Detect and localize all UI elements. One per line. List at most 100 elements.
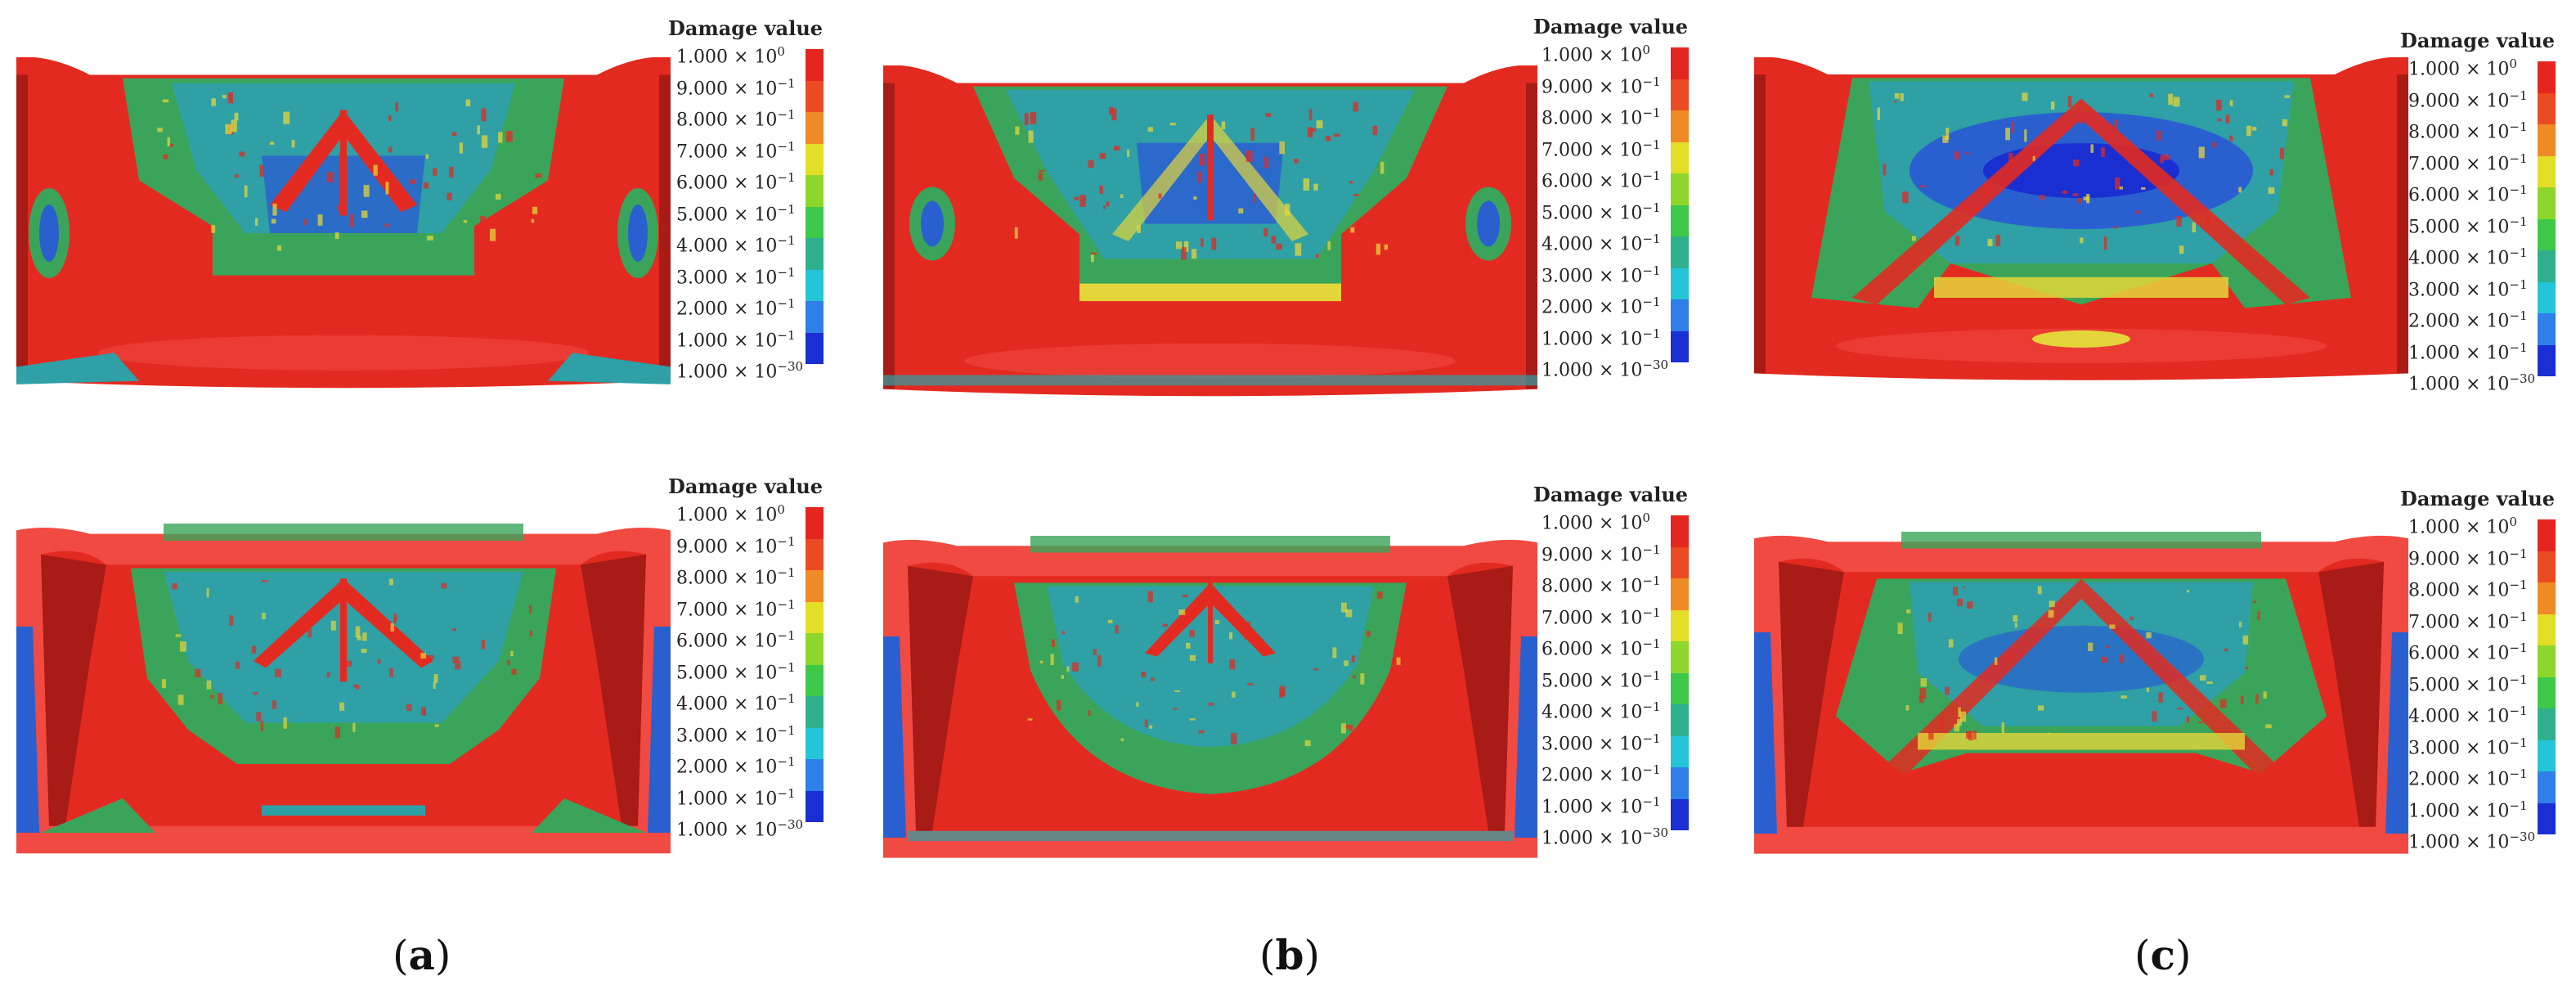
legend-tick-label: 4.000 × 10−1 — [676, 233, 796, 257]
damage-speckle — [179, 641, 186, 652]
damage-band-yellow — [1079, 283, 1341, 302]
damage-speckle — [1957, 598, 1963, 607]
damage-speckle — [1263, 227, 1268, 237]
part-highlight — [98, 335, 589, 371]
damage-speckle — [269, 142, 275, 145]
damage-speckle — [1939, 718, 1944, 730]
damage-speckle — [480, 215, 486, 226]
color-scale-step — [1671, 546, 1689, 578]
color-scale-step — [1671, 330, 1689, 362]
color-scale-step — [1671, 609, 1689, 641]
legend-tick-label: 1.000 × 100 — [1542, 43, 1650, 66]
legend-tick-label: 8.000 × 10−1 — [676, 565, 796, 589]
legend-title: Damage value — [2400, 487, 2556, 510]
color-scale-bar — [806, 49, 824, 364]
damage-speckle — [1162, 623, 1169, 627]
color-scale-step — [2538, 61, 2556, 93]
color-scale-step — [2538, 124, 2556, 156]
damage-speckle — [2114, 119, 2118, 132]
legend-tick-label: 7.000 × 10−1 — [2408, 151, 2528, 174]
damage-speckle — [163, 154, 168, 160]
damage-speckle — [2173, 97, 2180, 107]
damage-speckle — [229, 615, 234, 626]
color-scale-step — [2538, 771, 2556, 803]
damage-speckle — [2284, 95, 2291, 98]
damage-speckle — [283, 717, 287, 729]
damage-speckle — [1313, 183, 1318, 191]
damage-speckle — [1349, 724, 1353, 731]
legend-tick-label: 1.000 × 10−30 — [676, 817, 804, 841]
damage-speckle — [1897, 623, 1903, 635]
damage-speckle — [2186, 716, 2189, 723]
damage-region-teal — [1047, 586, 1374, 748]
damage-region-corner — [548, 353, 671, 384]
damage-speckle — [2198, 721, 2203, 724]
legend-tick-label: 3.000 × 10−1 — [2408, 276, 2528, 300]
legend-tick-label: 1.000 × 10−30 — [2408, 829, 2536, 853]
damage-speckle — [1144, 719, 1148, 727]
damage-crack-yellow — [1112, 115, 1308, 241]
legend-tick-label: 7.000 × 10−1 — [1542, 605, 1661, 628]
color-scale-step — [806, 507, 824, 539]
damage-speckle — [2005, 128, 2010, 141]
damage-speckle — [1228, 632, 1233, 640]
damage-speckle — [1221, 121, 1226, 130]
damage-speckle — [2245, 667, 2248, 670]
damage-contour-a-outer — [16, 57, 671, 389]
legend-title: Damage value — [1533, 15, 1689, 38]
color-scale-step — [2538, 740, 2556, 771]
color-scale-step — [806, 633, 824, 665]
damage-speckle — [498, 132, 503, 143]
damage-speckle — [1954, 236, 1960, 246]
damage-speckle — [1316, 120, 1323, 128]
damage-speckle — [1147, 127, 1154, 132]
damage-speckle — [2048, 732, 2051, 735]
damage-speckle — [1247, 621, 1251, 631]
damage-speckle — [1211, 237, 1217, 250]
damage-speckle — [1028, 130, 1034, 143]
damage-speckle — [1372, 125, 1378, 136]
damage-speckle — [1942, 135, 1949, 143]
legend-tick-label: 7.000 × 10−1 — [676, 138, 796, 162]
legend-tick-label: 3.000 × 10−1 — [2408, 735, 2528, 758]
damage-speckle — [1279, 141, 1285, 155]
legend-tick-label: 7.000 × 10−1 — [1542, 137, 1661, 160]
damage-region-corner — [16, 353, 139, 384]
legend-tick-label: 2.000 × 10−1 — [676, 296, 796, 320]
color-scale-step — [806, 601, 824, 633]
damage-speckle — [303, 218, 307, 226]
damage-speckle — [1894, 101, 1897, 103]
legend-tick-label: 7.000 × 10−1 — [676, 596, 796, 620]
damage-speckle — [1180, 247, 1187, 260]
legend-tick-label: 6.000 × 10−1 — [2408, 641, 2528, 664]
damage-speckle — [1051, 639, 1055, 647]
damage-speckle — [2105, 645, 2110, 648]
damage-speckle — [1966, 731, 1971, 739]
damage-speckle — [2146, 632, 2152, 639]
legend-tick-label: 9.000 × 10−1 — [676, 533, 796, 557]
damage-speckle — [2032, 155, 2035, 161]
damage-speckle — [1192, 249, 1197, 259]
damage-speckle — [260, 721, 263, 731]
color-scale-step — [2538, 250, 2556, 282]
damage-speckle — [2048, 609, 2054, 618]
damage-speckle — [2206, 681, 2213, 685]
color-scale-step — [806, 538, 824, 570]
damage-speckle — [352, 684, 357, 688]
damage-speckle — [463, 220, 468, 223]
damage-speckle — [1169, 123, 1176, 126]
legend-tick-label: 8.000 × 10−1 — [676, 107, 796, 131]
damage-band-bottom — [262, 805, 425, 816]
legend-tick-label: 1.000 × 10−1 — [1542, 326, 1661, 349]
damage-speckle — [2246, 125, 2251, 137]
damage-region-side-core — [39, 205, 59, 262]
damage-speckle — [1919, 688, 1927, 699]
legend-tick-label: 2.000 × 10−1 — [2408, 308, 2528, 332]
damage-speckle — [360, 597, 366, 608]
damage-strip-right — [648, 627, 671, 833]
damage-speckle — [210, 695, 214, 699]
damage-speckle — [1380, 161, 1384, 174]
color-scale-step — [2538, 802, 2556, 834]
damage-speckle — [1244, 630, 1248, 640]
damage-speckle — [2212, 142, 2217, 148]
